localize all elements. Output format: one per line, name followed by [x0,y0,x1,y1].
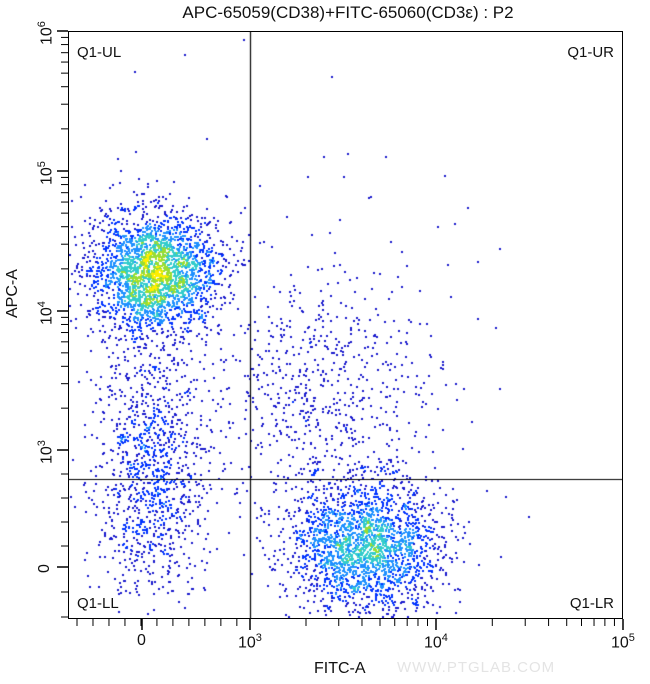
x-tick-label: 103 [238,632,262,652]
y-tick-label: 106 [36,21,56,45]
x-tick-label: 104 [424,632,448,652]
y-tick-label: 0 [36,564,53,573]
quadrant-label-lr: Q1-LR [569,595,614,612]
y-tick-label: 105 [36,161,56,185]
watermark: WWW.PTGLAB.COM [397,659,556,676]
x-tick-label: 105 [611,632,635,652]
y-tick-label: 103 [36,440,56,464]
quadrant-label-ur: Q1-UR [567,44,614,61]
plot-area: Q1-UL Q1-UR Q1-LL Q1-LR [68,31,623,619]
quadrant-label-ll: Q1-LL [77,595,119,612]
y-axis-label: APC-A [4,269,21,318]
chart-title: APC-65059(CD38)+FITC-65060(CD3ε) : P2 [182,3,514,22]
x-tick-label: 0 [137,632,146,649]
x-axis-label: FITC-A [314,660,366,677]
quadrant-label-ul: Q1-UL [77,44,122,61]
y-tick-label: 104 [36,301,56,325]
scatter-canvas [69,32,622,618]
